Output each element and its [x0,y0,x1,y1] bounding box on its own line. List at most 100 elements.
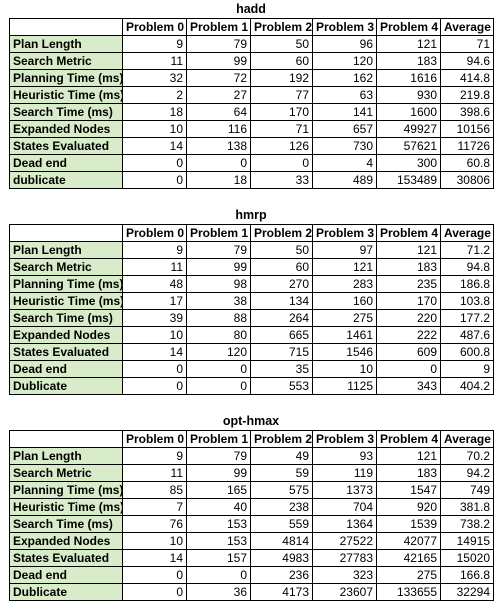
table-cell: 15020 [440,549,494,567]
table-cell: 275 [312,309,377,327]
table-row: dublicate 0 18 33 489 153489 30806 [9,171,494,189]
table-row: Expanded Nodes 10 153 4814 27522 42077 14915 [9,532,494,550]
table-row: Plan Length 9 79 50 97 121 71.2 [9,241,494,259]
table-row: Dead end 0 0 0 4 300 60.8 [9,154,494,172]
table-cell: 97 [312,241,377,259]
corner-cell [9,430,123,448]
table-cell: 192 [250,69,313,87]
row-label: Plan Length [9,447,123,465]
table-cell: 27522 [312,532,377,550]
table-cell: 0 [122,154,187,172]
table-cell: 48 [122,275,187,293]
column-header: Problem 4 [376,18,441,36]
table-row: Dublicate 0 36 4173 23607 133655 32294 [9,583,494,601]
table-cell: 1546 [312,343,377,361]
column-header: Problem 2 [250,224,313,242]
column-header: Average [440,430,494,448]
row-label: Search Metric [9,52,123,70]
table-cell: 120 [186,343,251,361]
table-cell: 1364 [312,515,377,533]
column-header: Problem 4 [376,430,441,448]
table-cell: 162 [312,69,377,87]
table-cell: 70.2 [440,447,494,465]
column-header: Problem 0 [122,224,187,242]
table-cell: 76 [122,515,187,533]
table-cell: 103.8 [440,292,494,310]
table-cell: 10 [122,120,187,138]
table-cell: 704 [312,498,377,516]
table-cell: 9 [122,447,187,465]
table-cell: 1539 [376,515,441,533]
results-table: Problem 0 Problem 1 Problem 2 Problem 3 Prob… [9,18,494,189]
table-cell: 1616 [376,69,441,87]
table-cell: 11 [122,258,187,276]
table-cell: 1600 [376,103,441,121]
column-header: Problem 1 [186,430,251,448]
table-block-opt-hmax: opt-hmax Problem 0 Problem 1 Problem 2 Probl… [9,412,494,601]
table-cell: 275 [376,566,441,584]
table-cell: 920 [376,498,441,516]
table-cell: 64 [186,103,251,121]
table-cell: 1461 [312,326,377,344]
table-cell: 238 [250,498,313,516]
table-cell: 1373 [312,481,377,499]
table-cell: 99 [186,464,251,482]
table-cell: 270 [250,275,313,293]
table-cell: 177.2 [440,309,494,327]
table-cell: 4814 [250,532,313,550]
column-header: Problem 2 [250,18,313,36]
table-cell: 264 [250,309,313,327]
table-cell: 32294 [440,583,494,601]
table-cell: 2 [122,86,187,104]
table-cell: 235 [376,275,441,293]
table-cell: 98 [186,275,251,293]
row-label: Dublicate [9,377,123,395]
table-cell: 23607 [312,583,377,601]
row-label: Plan Length [9,241,123,259]
table-cell: 609 [376,343,441,361]
table-cell: 7 [122,498,187,516]
table-row: Heuristic Time (ms) 2 27 77 63 930 219.8 [9,86,494,104]
column-header: Problem 1 [186,224,251,242]
table-cell: 141 [312,103,377,121]
table-row: States Evaluated 14 138 126 730 57621 11726 [9,137,494,155]
table-row: Planning Time (ms) 85 165 575 1373 1547 749 [9,481,494,499]
table-cell: 119 [312,464,377,482]
header-row: Problem 0 Problem 1 Problem 2 Problem 3 Prob… [9,18,494,36]
column-header: Problem 4 [376,224,441,242]
table-cell: 183 [376,464,441,482]
table-row: Heuristic Time (ms) 7 40 238 704 920 381.8 [9,498,494,516]
row-label: Expanded Nodes [9,326,123,344]
table-cell: 153 [186,515,251,533]
column-header: Problem 0 [122,430,187,448]
row-label: Dead end [9,154,123,172]
table-cell: 11 [122,52,187,70]
table-cell: 94.2 [440,464,494,482]
table-cell: 30806 [440,171,494,189]
table-cell: 9 [122,241,187,259]
table-cell: 553 [250,377,313,395]
column-header: Problem 3 [312,430,377,448]
table-cell: 121 [376,35,441,53]
table-cell: 4983 [250,549,313,567]
table-cell: 665 [250,326,313,344]
table-cell: 0 [186,360,251,378]
row-label: Planning Time (ms) [9,275,123,293]
table-cell: 300 [376,154,441,172]
table-cell: 59 [250,464,313,482]
table-cell: 4173 [250,583,313,601]
column-header: Average [440,224,494,242]
table-cell: 94.6 [440,52,494,70]
table-cell: 0 [186,154,251,172]
table-cell: 0 [186,566,251,584]
table-row: Planning Time (ms) 48 98 270 283 235 186.8 [9,275,494,293]
table-cell: 222 [376,326,441,344]
table-cell: 39 [122,309,187,327]
column-header: Problem 0 [122,18,187,36]
table-cell: 219.8 [440,86,494,104]
table-cell: 283 [312,275,377,293]
table-cell: 121 [312,258,377,276]
table-block-hadd: hadd Problem 0 Problem 1 Problem 2 Problem 3… [9,0,494,189]
table-cell: 57621 [376,137,441,155]
table-cell: 14 [122,549,187,567]
